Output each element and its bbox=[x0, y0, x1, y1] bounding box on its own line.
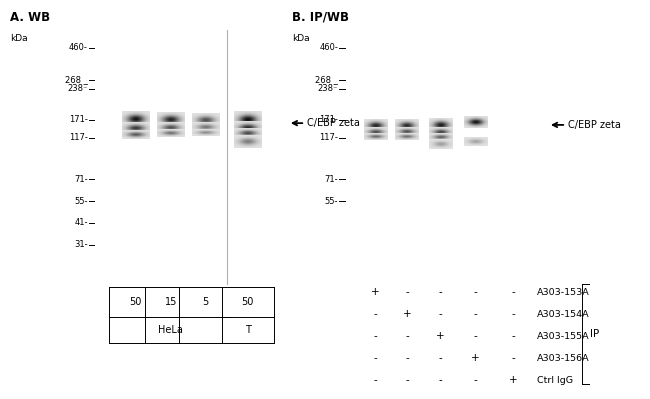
Text: Ctrl IgG: Ctrl IgG bbox=[536, 376, 573, 385]
Text: -: - bbox=[474, 287, 477, 298]
Text: -: - bbox=[474, 375, 477, 385]
Text: A. WB: A. WB bbox=[10, 11, 50, 24]
Text: 268 _: 268 _ bbox=[65, 75, 88, 84]
Text: 50: 50 bbox=[129, 297, 142, 307]
Text: +: + bbox=[371, 287, 380, 298]
Text: -: - bbox=[474, 309, 477, 320]
Text: HeLa: HeLa bbox=[158, 325, 183, 335]
Text: -: - bbox=[374, 331, 378, 342]
Text: 171-: 171- bbox=[319, 115, 338, 124]
Text: 117-: 117- bbox=[319, 133, 338, 142]
Text: -: - bbox=[374, 309, 378, 320]
Text: A303-154A: A303-154A bbox=[536, 310, 589, 319]
Text: -: - bbox=[438, 309, 442, 320]
Text: -: - bbox=[438, 287, 442, 298]
Text: 15: 15 bbox=[164, 297, 177, 307]
Text: -: - bbox=[405, 287, 409, 298]
Text: A303-156A: A303-156A bbox=[536, 354, 589, 363]
Text: 31-: 31- bbox=[74, 241, 88, 249]
Text: 55-: 55- bbox=[324, 197, 338, 205]
Text: -: - bbox=[405, 353, 409, 363]
Text: T: T bbox=[244, 325, 251, 335]
Text: -: - bbox=[438, 375, 442, 385]
Text: -: - bbox=[374, 353, 378, 363]
Text: B. IP/WB: B. IP/WB bbox=[292, 11, 350, 24]
Text: kDa: kDa bbox=[10, 34, 27, 43]
Text: -: - bbox=[374, 375, 378, 385]
Text: A303-153A: A303-153A bbox=[536, 288, 590, 297]
Text: 460-: 460- bbox=[69, 43, 88, 52]
Text: IP: IP bbox=[590, 329, 600, 340]
Text: 41-: 41- bbox=[74, 218, 88, 227]
Text: -: - bbox=[512, 331, 515, 342]
Text: +: + bbox=[402, 309, 411, 320]
Text: C/EBP zeta: C/EBP zeta bbox=[568, 120, 621, 130]
Text: 238⁻: 238⁻ bbox=[318, 84, 338, 93]
Text: A303-155A: A303-155A bbox=[536, 332, 589, 341]
Text: kDa: kDa bbox=[292, 34, 310, 43]
Text: 55-: 55- bbox=[74, 197, 88, 205]
Text: 171-: 171- bbox=[69, 115, 88, 124]
Text: -: - bbox=[512, 309, 515, 320]
Text: 238⁻: 238⁻ bbox=[68, 84, 88, 93]
Text: 71-: 71- bbox=[324, 175, 338, 184]
Text: +: + bbox=[436, 331, 445, 342]
Text: 71-: 71- bbox=[74, 175, 88, 184]
Text: -: - bbox=[405, 331, 409, 342]
Text: 117-: 117- bbox=[69, 133, 88, 142]
Text: C/EBP zeta: C/EBP zeta bbox=[307, 118, 360, 128]
Text: 50: 50 bbox=[241, 297, 254, 307]
Text: +: + bbox=[471, 353, 480, 363]
Text: 5: 5 bbox=[202, 297, 209, 307]
Text: -: - bbox=[512, 287, 515, 298]
Text: 460-: 460- bbox=[319, 43, 338, 52]
Text: -: - bbox=[512, 353, 515, 363]
Text: +: + bbox=[510, 375, 518, 385]
Text: 268 _: 268 _ bbox=[315, 75, 338, 84]
Text: -: - bbox=[405, 375, 409, 385]
Text: -: - bbox=[474, 331, 477, 342]
Text: -: - bbox=[438, 353, 442, 363]
